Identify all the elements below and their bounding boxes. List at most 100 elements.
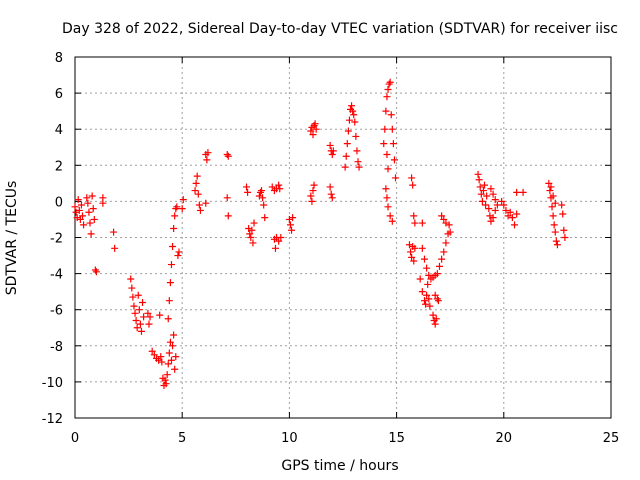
y-tick-label: -6 [50, 304, 63, 319]
data-point [433, 270, 441, 278]
data-point [549, 192, 557, 200]
data-point [328, 150, 336, 158]
data-point [410, 212, 418, 220]
data-point [173, 203, 181, 211]
data-point [166, 338, 174, 346]
data-point [353, 147, 361, 155]
data-point [148, 347, 156, 355]
y-tick-label: -12 [42, 412, 63, 427]
data-point [548, 203, 556, 211]
data-point [327, 190, 335, 198]
data-point [381, 125, 389, 133]
data-point [418, 219, 426, 227]
data-point [425, 295, 433, 303]
data-point [132, 317, 140, 325]
data-point [506, 208, 514, 216]
data-point [194, 190, 202, 198]
data-point [90, 215, 98, 223]
data-point [75, 206, 83, 214]
data-point [502, 206, 510, 214]
data-point [411, 244, 419, 252]
data-point [477, 190, 485, 198]
data-point [308, 197, 316, 205]
data-point [382, 107, 390, 115]
data-point [164, 360, 172, 368]
data-point [130, 302, 138, 310]
data-point [389, 140, 397, 148]
data-point [224, 212, 232, 220]
data-point [387, 111, 395, 119]
data-point [351, 118, 359, 126]
data-point [170, 331, 178, 339]
data-point [127, 275, 135, 283]
data-point [140, 313, 148, 321]
data-point [438, 255, 446, 263]
x-axis-label: GPS time / hours [281, 458, 398, 474]
data-point [309, 131, 317, 139]
data-point [260, 201, 268, 209]
x-tick-label: 5 [178, 431, 186, 446]
data-point [423, 291, 431, 299]
data-point [288, 226, 296, 234]
data-point [161, 376, 169, 384]
data-point [171, 212, 179, 220]
data-point [134, 291, 142, 299]
data-point [165, 349, 173, 357]
data-point [85, 208, 93, 216]
data-point [546, 187, 554, 195]
data-point [388, 125, 396, 133]
data-point [386, 212, 394, 220]
data-point [249, 239, 257, 247]
data-point [345, 116, 353, 124]
data-point [388, 217, 396, 225]
data-point [511, 221, 519, 229]
data-point [276, 185, 284, 193]
data-point [422, 300, 430, 308]
data-point [561, 234, 569, 241]
data-point [170, 224, 178, 232]
data-point [223, 194, 231, 202]
data-point [309, 187, 317, 195]
data-point [558, 201, 566, 209]
data-point [349, 107, 357, 115]
data-point [487, 185, 495, 193]
data-point [88, 192, 96, 200]
data-point [243, 183, 251, 191]
data-point [307, 127, 315, 135]
y-tick-label: 4 [55, 123, 63, 138]
data-point [167, 356, 175, 364]
data-point [559, 210, 567, 218]
data-point [390, 156, 398, 164]
data-point [135, 306, 143, 314]
data-point [172, 353, 180, 361]
data-point [442, 239, 450, 247]
data-point [408, 174, 416, 182]
data-point [326, 183, 334, 191]
data-point [92, 268, 100, 276]
data-point [179, 196, 187, 204]
data-point [407, 248, 415, 256]
y-tick-label: 2 [55, 159, 63, 174]
data-point [157, 353, 165, 361]
data-point [487, 217, 495, 225]
data-point [354, 158, 362, 166]
data-point [341, 163, 349, 171]
data-point [79, 212, 87, 220]
data-point [111, 244, 119, 252]
data-point [277, 234, 285, 241]
data-point [247, 234, 255, 241]
data-point [133, 324, 141, 332]
data-point [167, 261, 175, 269]
data-point [86, 219, 94, 227]
data-point [431, 291, 439, 299]
data-point [84, 199, 92, 207]
data-point [137, 327, 145, 335]
chart-title: Day 328 of 2022, Sidereal Day-to-day VTE… [62, 21, 618, 37]
data-point [551, 199, 559, 207]
data-point [560, 226, 568, 234]
data-point [139, 298, 147, 306]
data-point [423, 264, 431, 272]
data-point [431, 320, 439, 328]
x-tick-label: 10 [281, 431, 298, 446]
